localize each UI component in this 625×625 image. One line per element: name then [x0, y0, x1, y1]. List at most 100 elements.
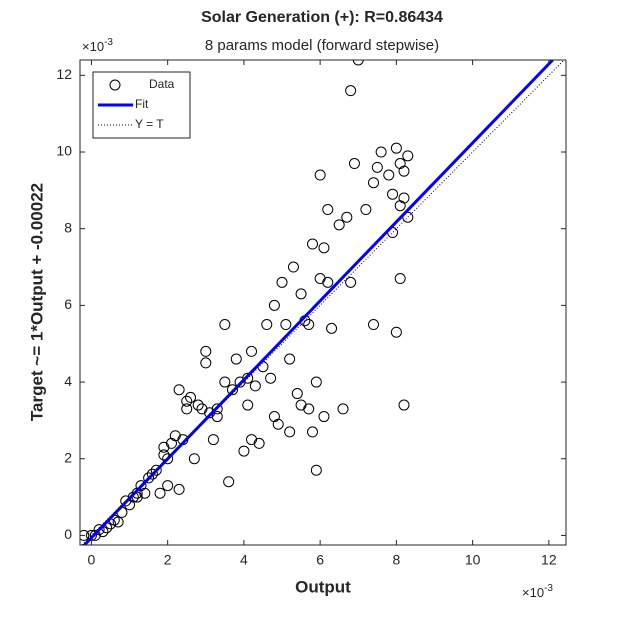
- data-point: [394, 273, 406, 285]
- legend-label: Y = T: [135, 117, 164, 131]
- data-point: [238, 445, 250, 457]
- data-point: [345, 85, 357, 97]
- data-point: [181, 403, 193, 415]
- exponent-power: -3: [544, 583, 553, 594]
- data-point: [352, 60, 364, 66]
- data-point: [322, 204, 334, 216]
- data-point: [219, 376, 231, 388]
- data-point: [318, 411, 330, 423]
- x-tick-label: 10: [465, 552, 481, 568]
- data-point: [310, 464, 322, 476]
- series-line: [81, 60, 565, 545]
- plot-area: [80, 60, 565, 545]
- data-point: [261, 319, 273, 331]
- data-point: [360, 204, 372, 216]
- data-point: [146, 468, 158, 480]
- y-exponent: ×10-3: [82, 37, 113, 55]
- x-axis-label: Output: [295, 577, 351, 596]
- data-point: [246, 434, 258, 446]
- exponent-base: ×10: [82, 39, 104, 54]
- data-point: [127, 491, 139, 503]
- data-point: [188, 453, 200, 465]
- legend-label: Data: [149, 77, 175, 91]
- data-point: [226, 384, 238, 396]
- data-point: [326, 322, 338, 334]
- x-tick-label: 2: [164, 552, 172, 568]
- data-point: [272, 418, 284, 430]
- data-point: [402, 150, 414, 162]
- data-point: [150, 464, 162, 476]
- data-point: [230, 353, 242, 365]
- data-point: [303, 403, 315, 415]
- data-point: [398, 399, 410, 411]
- data-point: [284, 426, 296, 438]
- data-point: [314, 273, 326, 285]
- data-point: [265, 372, 277, 384]
- data-point: [139, 487, 151, 499]
- data-point: [268, 299, 280, 311]
- y-tick-label: 10: [56, 143, 72, 159]
- y-tick-label: 0: [64, 526, 72, 542]
- data-point: [93, 524, 105, 536]
- data-point: [268, 411, 280, 423]
- data-point: [284, 353, 296, 365]
- x-exponent: ×10-3: [522, 583, 553, 601]
- data-point: [242, 372, 254, 384]
- data-point: [383, 169, 395, 181]
- data-point: [390, 326, 402, 338]
- data-point: [394, 158, 406, 170]
- data-point: [390, 142, 402, 154]
- data-point: [154, 487, 166, 499]
- data-point: [242, 399, 254, 411]
- data-point: [246, 345, 258, 357]
- data-point: [112, 516, 124, 528]
- data-point: [341, 211, 353, 223]
- data-point: [398, 165, 410, 177]
- data-point: [371, 161, 383, 173]
- data-point: [192, 399, 204, 411]
- x-tick-label: 0: [88, 552, 96, 568]
- data-point: [368, 319, 380, 331]
- data-point: [80, 529, 90, 541]
- x-tick-label: 8: [392, 552, 400, 568]
- data-point: [337, 403, 349, 415]
- data-point: [303, 319, 315, 331]
- data-point: [158, 441, 170, 453]
- chart-subtitle: 8 params model (forward stepwise): [205, 37, 439, 54]
- data-point: [223, 476, 235, 488]
- data-point: [211, 411, 223, 423]
- y-tick-label: 4: [64, 373, 72, 389]
- data-point: [307, 238, 319, 250]
- data-point: [200, 345, 212, 357]
- data-point: [287, 261, 299, 273]
- exponent-power: -3: [104, 37, 113, 48]
- data-point: [398, 192, 410, 204]
- data-point: [394, 200, 406, 212]
- data-point: [345, 276, 357, 288]
- data-point: [173, 384, 185, 396]
- y-tick-label: 2: [64, 449, 72, 465]
- axes-box: [79, 59, 567, 546]
- data-point: [249, 380, 261, 392]
- data-point: [295, 288, 307, 300]
- data-point: [253, 437, 265, 449]
- legend-symbol: [109, 79, 121, 91]
- data-point: [322, 276, 334, 288]
- data-point: [219, 319, 231, 331]
- x-tick-label: 12: [541, 552, 557, 568]
- data-point: [158, 449, 170, 461]
- data-point: [348, 158, 360, 170]
- data-point: [307, 426, 319, 438]
- data-point: [185, 391, 197, 403]
- data-point: [173, 483, 185, 495]
- data-point: [291, 388, 303, 400]
- y-tick-label: 6: [64, 296, 72, 312]
- x-tick-label: 6: [316, 552, 324, 568]
- data-point: [375, 146, 387, 158]
- data-point: [310, 376, 322, 388]
- exponent-base: ×10: [522, 585, 544, 600]
- data-point: [211, 403, 223, 415]
- data-point: [162, 480, 174, 492]
- data-point: [318, 242, 330, 254]
